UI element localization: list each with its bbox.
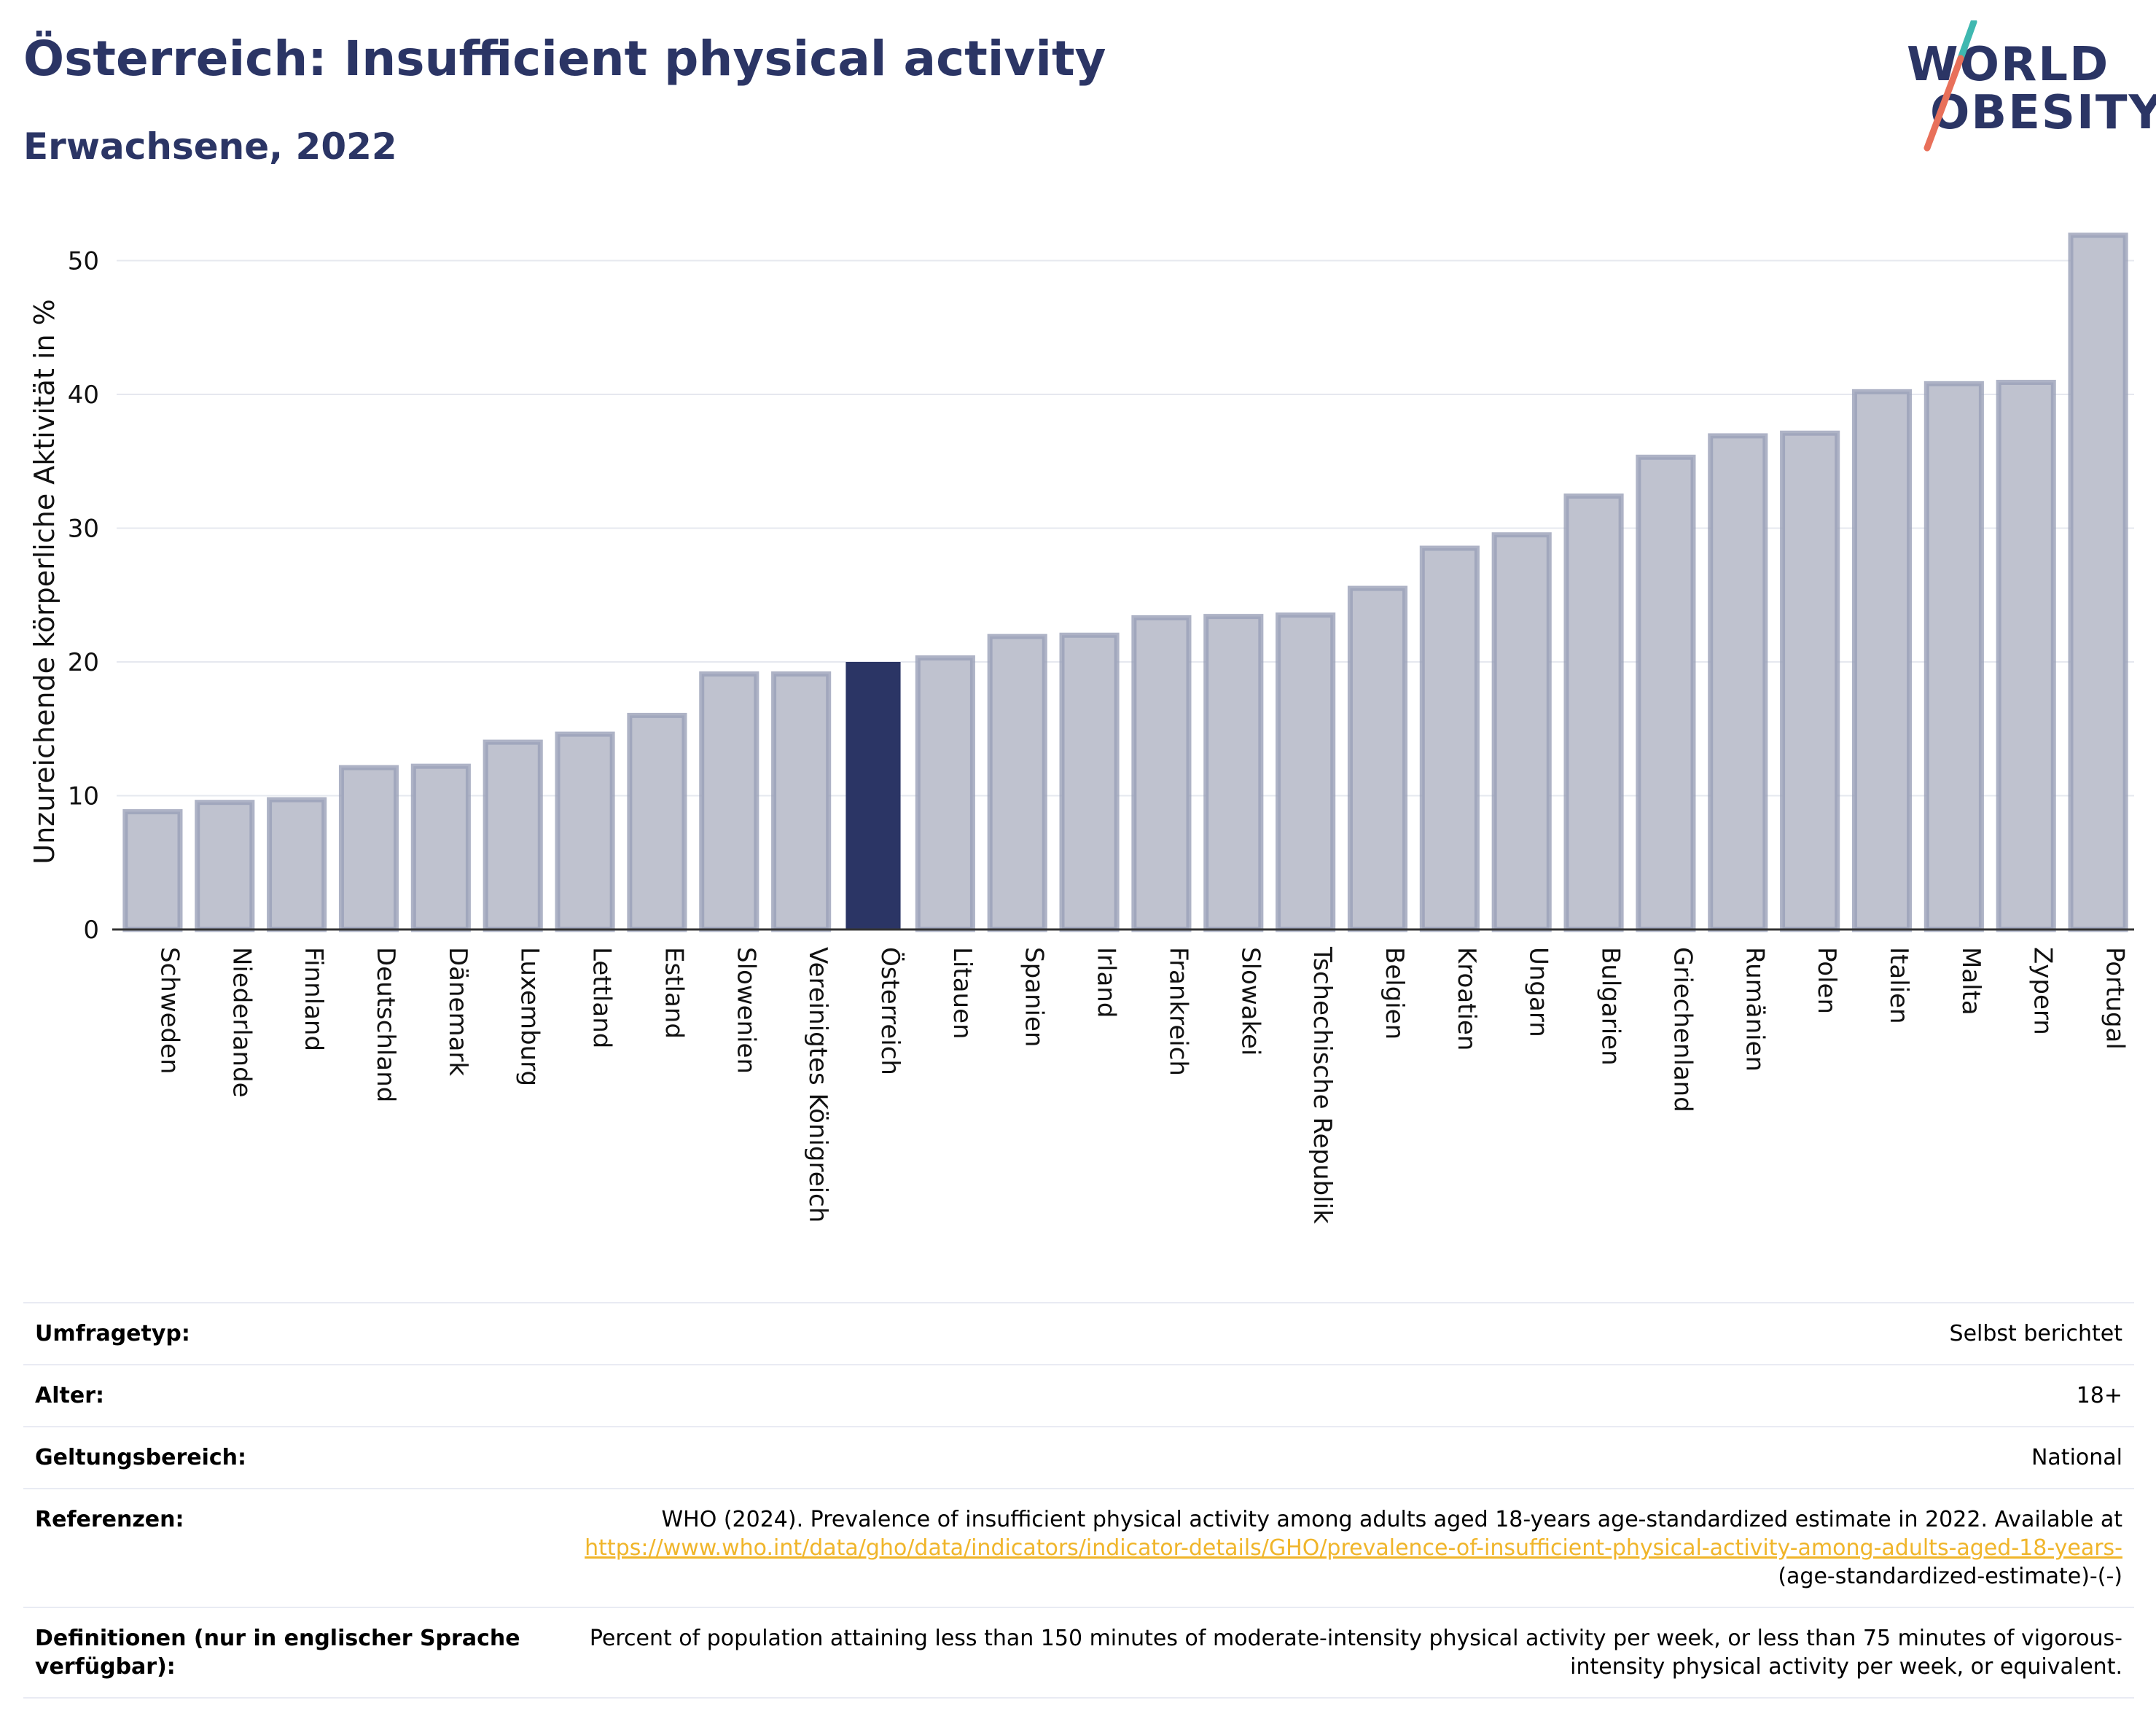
bar-frankreich — [1131, 615, 1192, 932]
bar-deutschland — [338, 765, 399, 932]
x-tick-label: Belgien — [1380, 947, 1409, 1040]
meta-row-references: Referenzen: WHO (2024). Prevalence of in… — [23, 1488, 2134, 1608]
bar-portugal — [2068, 233, 2128, 932]
bar-finnland — [267, 797, 327, 932]
bar-luxemburg — [483, 739, 543, 932]
reference-suffix: (age-standardized-estimate)-(-) — [1778, 1564, 2122, 1589]
x-tick-label: Dänemark — [443, 947, 472, 1076]
meta-row-age: Alter: 18+ — [23, 1364, 2134, 1427]
meta-value: Percent of population attaining less tha… — [557, 1607, 2134, 1699]
x-tick-label: Lettland — [587, 947, 617, 1048]
logo-line-1: WORLD — [1907, 38, 2110, 92]
x-tick-label: Estland — [659, 947, 688, 1039]
y-tick-label: 20 — [68, 648, 99, 677]
bar-litauen — [915, 655, 975, 932]
x-axis-ticks: Schweden Niederlande Finnland Deutschland Dä… — [155, 946, 2129, 1224]
x-tick-label: Litauen — [948, 947, 977, 1040]
bar-ungarn — [1491, 532, 1552, 932]
x-tick-label: Schweden — [155, 947, 184, 1075]
bar-chart: 0 10 20 30 40 50 Schweden Niederlande Finnland D… — [28, 233, 2134, 1224]
bar-rumänien — [1708, 433, 1768, 932]
x-tick-label: Kroatien — [1452, 947, 1481, 1050]
bar-österreich — [845, 662, 901, 929]
x-tick-label: Ungarn — [1524, 947, 1553, 1037]
bar-schweden — [122, 809, 183, 932]
x-tick-label: Slowakei — [1235, 947, 1265, 1056]
bar-slowenien — [699, 671, 759, 932]
x-tick-label: Finnland — [299, 947, 328, 1051]
x-tick-label: Frankreich — [1163, 947, 1192, 1076]
meta-row-definitions: Definitionen (nur in englischer Sprache … — [23, 1607, 2134, 1699]
y-axis-ticks: 0 10 20 30 40 50 — [68, 247, 99, 946]
bar-dänemark — [410, 763, 471, 932]
x-tick-label: Malta — [1956, 947, 1985, 1015]
meta-value: National — [557, 1426, 2134, 1489]
chart-bars — [122, 233, 2128, 932]
page-subtitle: Erwachsene, 2022 — [23, 125, 397, 168]
bar-niederlande — [195, 800, 255, 932]
meta-label: Geltungsbereich: — [23, 1426, 557, 1489]
x-tick-label: Zypern — [2028, 947, 2058, 1035]
x-tick-label: Polen — [1812, 947, 1841, 1014]
x-tick-label: Vereinigtes Königreich — [803, 947, 832, 1223]
x-tick-label: Spanien — [1020, 947, 1049, 1047]
x-tick-label: Niederlande — [227, 947, 256, 1098]
meta-row-scope: Geltungsbereich: National — [23, 1426, 2134, 1489]
bar-estland — [627, 712, 687, 932]
meta-value: Selbst berichtet — [557, 1302, 2134, 1365]
y-tick-label: 0 — [83, 916, 99, 945]
x-tick-label: Portugal — [2101, 947, 2130, 1050]
metadata-table: Umfragetyp: Selbst berichtet Alter: 18+ … — [23, 1302, 2134, 1699]
x-tick-label: Griechenland — [1668, 947, 1697, 1112]
y-tick-label: 30 — [68, 515, 99, 544]
bar-spanien — [987, 633, 1047, 932]
bar-tschechische-republik — [1276, 612, 1336, 932]
bar-bulgarien — [1563, 493, 1624, 932]
x-tick-label: Rumänien — [1740, 947, 1769, 1072]
meta-label: Alter: — [23, 1364, 557, 1427]
x-tick-label: Irland — [1092, 947, 1121, 1018]
logo-line-2: OBESITY — [1930, 86, 2156, 140]
x-tick-label: Tschechische Republik — [1308, 946, 1337, 1224]
bar-griechenland — [1636, 454, 1696, 932]
bar-lettland — [555, 731, 615, 932]
meta-value: WHO (2024). Prevalence of insufficient p… — [557, 1488, 2134, 1608]
x-tick-label: Deutschland — [371, 947, 400, 1102]
bar-polen — [1780, 430, 1840, 932]
x-tick-label: Bulgarien — [1596, 947, 1625, 1066]
x-tick-label: Italien — [1884, 947, 1913, 1024]
bar-vereinigtes-königreich — [771, 671, 832, 932]
bar-zypern — [1996, 379, 2056, 932]
x-tick-label: Slowenien — [731, 947, 760, 1074]
bar-kroatien — [1419, 545, 1480, 932]
bar-belgien — [1347, 585, 1408, 932]
meta-label: Referenzen: — [23, 1488, 557, 1608]
bar-irland — [1059, 632, 1120, 932]
reference-text: WHO (2024). Prevalence of insufficient p… — [661, 1507, 2122, 1532]
world-obesity-logo: WORLD OBESITY — [1895, 20, 2156, 152]
x-tick-label: Luxemburg — [515, 947, 544, 1086]
y-tick-label: 50 — [68, 247, 99, 276]
meta-label: Definitionen (nur in englischer Sprache … — [23, 1607, 557, 1699]
meta-row-survey-type: Umfragetyp: Selbst berichtet — [23, 1302, 2134, 1365]
bar-italien — [1851, 389, 1913, 932]
reference-link[interactable]: https://www.who.int/data/gho/data/indica… — [585, 1535, 2122, 1561]
bar-malta — [1923, 381, 1984, 932]
bar-slowakei — [1203, 614, 1264, 932]
page-title: Österreich: Insufficient physical activi… — [23, 31, 1106, 87]
y-tick-label: 40 — [68, 381, 99, 410]
meta-label: Umfragetyp: — [23, 1302, 557, 1365]
y-tick-label: 10 — [68, 782, 99, 811]
logo-slash-icon — [1923, 20, 1977, 152]
y-axis-label: Unzureichende körperliche Aktivität in % — [28, 299, 60, 864]
meta-value: 18+ — [557, 1364, 2134, 1427]
x-tick-label: Österreich — [875, 947, 905, 1075]
